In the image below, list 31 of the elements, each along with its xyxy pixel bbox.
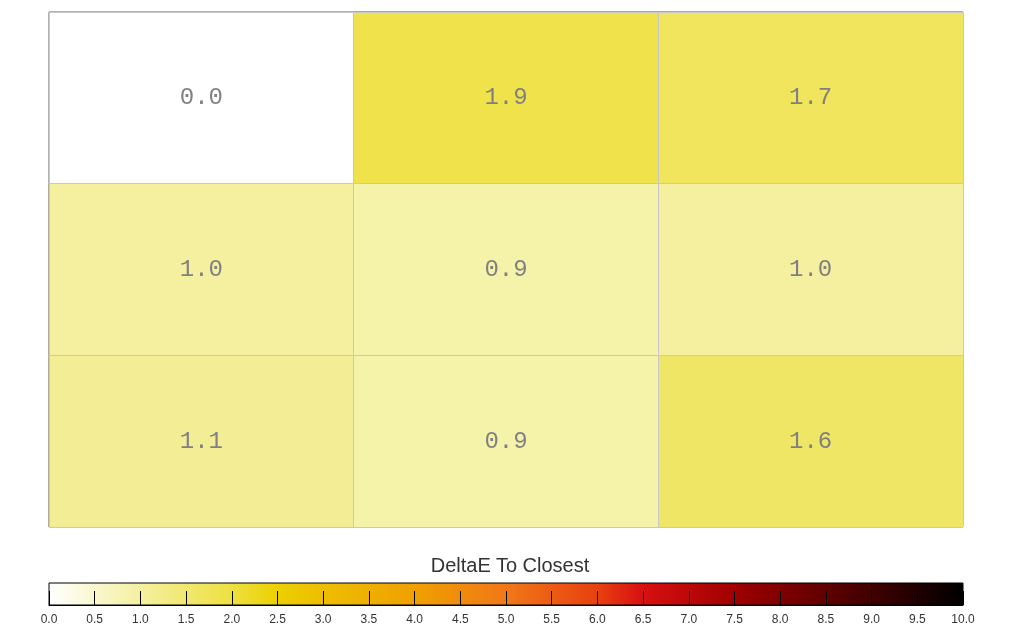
color-bar-label: 5.0 [497,612,515,626]
color-bar-label: 10.0 [951,612,975,626]
color-bar-label: 4.0 [406,612,424,626]
color-bar-title: DeltaE To Closest [430,554,590,576]
color-bar-label: 6.5 [634,612,652,626]
color-bar-label: 6.0 [589,612,607,626]
color-bar-label: 8.0 [771,612,789,626]
data-label: 1.0 [789,256,833,283]
color-bar-label: 9.0 [863,612,881,626]
data-label: 1.6 [789,427,833,455]
data-label: 0.9 [484,427,528,455]
color-bar-label: 1.0 [132,612,150,626]
color-bar-label: 9.5 [908,612,926,626]
color-bar-label: 3.5 [360,612,378,626]
color-bar-label: 3.0 [314,612,332,626]
color-bar-label: 8.5 [817,612,835,626]
color-bar-label: 1.5 [177,612,195,626]
color-bar-label: 2.0 [223,612,241,626]
color-bar-label: 0.0 [40,612,58,626]
data-label: 0.9 [484,256,528,283]
color-bar-label: 7.5 [726,612,744,626]
data-label: 1.1 [179,427,223,455]
color-bar-label: 4.5 [451,612,469,626]
data-label: 1.9 [484,84,528,112]
color-bar-label: 0.5 [86,612,104,626]
data-label: 1.7 [789,84,833,112]
color-bar-label: 5.5 [543,612,561,626]
data-label: 0.0 [179,84,223,112]
color-bar-label: 2.5 [269,612,287,626]
color-bar-label: 7.0 [680,612,698,626]
data-label: 1.0 [179,256,223,283]
